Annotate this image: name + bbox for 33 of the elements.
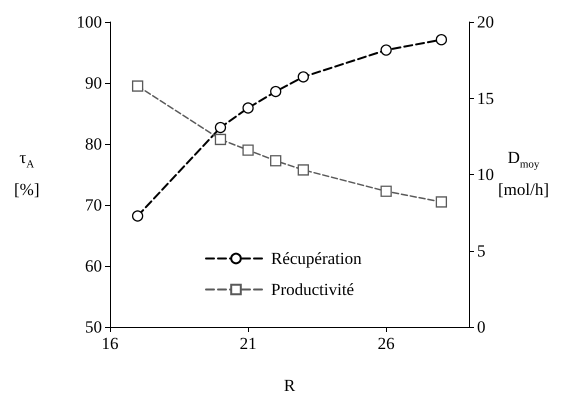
y2-tick-label: 0 — [477, 318, 486, 336]
y-tick-label: 70 — [85, 196, 102, 214]
x-tick-label: 26 — [378, 334, 395, 353]
x-tick-label: 21 — [240, 334, 257, 353]
point — [132, 80, 144, 92]
x-axis-title: R — [284, 376, 296, 395]
point — [242, 144, 254, 156]
point — [298, 71, 309, 83]
legend-label: Récupération — [271, 249, 362, 268]
point — [214, 134, 226, 146]
point — [380, 44, 392, 56]
y-axis-title: τ$_{A}$ [%] — [14, 147, 40, 202]
y-tick-label: 90 — [85, 74, 102, 92]
y2-axis-title: D$_{moy}$ [mol/h] — [498, 147, 549, 202]
y2-tick-label: 15 — [477, 88, 494, 108]
y-tick-label: 80 — [85, 134, 102, 154]
y2-tick-label: 5 — [477, 241, 486, 260]
y2-tick-label: 20 — [477, 12, 494, 32]
point — [436, 34, 448, 46]
y-tick-label: 50 — [85, 318, 102, 336]
y-tick-label: 100 — [76, 12, 102, 32]
legend-label: Productivité — [271, 280, 354, 299]
point — [132, 210, 144, 222]
point — [380, 186, 392, 197]
point — [242, 102, 254, 114]
y2-tick-label: 10 — [477, 165, 494, 184]
point — [270, 155, 282, 166]
point — [298, 164, 309, 176]
point — [436, 196, 448, 208]
point — [270, 86, 282, 98]
point — [214, 122, 226, 134]
x-tick-label: 16 — [102, 334, 118, 353]
y-tick-label: 60 — [85, 256, 102, 276]
